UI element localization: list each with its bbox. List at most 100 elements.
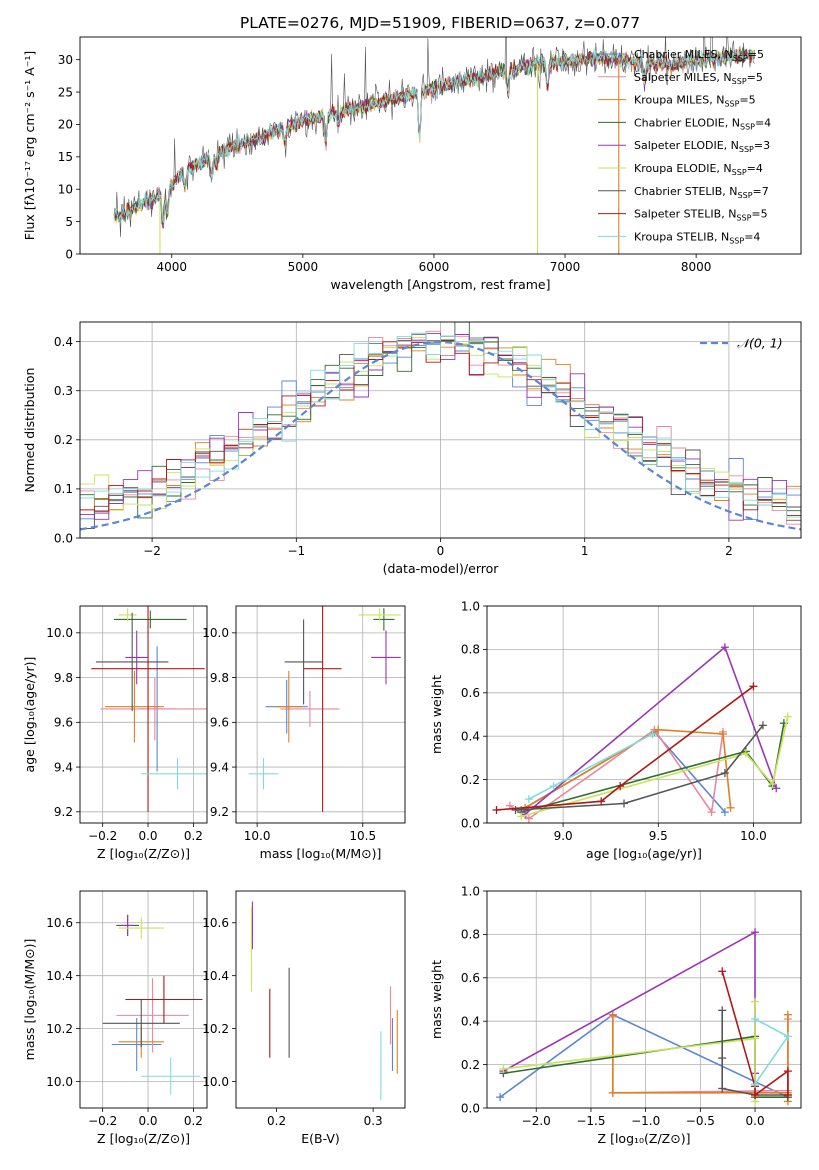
- x-tick-label: 0.2: [184, 829, 203, 843]
- weight-marker-salpeter_stelib: [783, 1090, 792, 1099]
- x-tick-label: 7000: [550, 260, 581, 274]
- legend-label-normal: 𝒩(0, 1): [737, 336, 783, 351]
- y-tick-label: 10.0: [202, 1075, 229, 1089]
- weight-marker-kroupa_stelib: [524, 795, 533, 804]
- chart-spectrum: 4000 5000 6000 7000 8000 0 5 10 15 20 25 30 waveleng…: [22, 36, 802, 292]
- y-tick-label: 10.0: [46, 626, 73, 640]
- y-axis-label: Normed distribution: [22, 368, 37, 493]
- y-tick-label: 0.2: [461, 1058, 480, 1072]
- plot-area: [102, 914, 203, 1095]
- x-tick-label: −2.0: [522, 1114, 551, 1128]
- errorbar-salpeter_stelib: [303, 606, 342, 812]
- y-tick-label: 10.4: [202, 969, 229, 983]
- spectrum-line-kroupa_stelib: [113, 48, 755, 224]
- weight-marker-kroupa_miles: [726, 803, 735, 812]
- y-tick-label: 0.2: [461, 773, 480, 787]
- x-tick-label: 1: [581, 544, 589, 558]
- y-axis-label: mass weight: [429, 675, 444, 754]
- errorbar-salpeter_elodie: [125, 630, 149, 685]
- y-tick-label: 9.4: [210, 760, 229, 774]
- y-tick-label: 0.3: [54, 384, 73, 398]
- errorbar-chabrier_stelib: [102, 999, 180, 1048]
- weight-marker-kroupa_stelib: [783, 1032, 792, 1041]
- errorbar-kroupa_elodie: [358, 608, 401, 622]
- spectrum-line-chabrier_stelib: [113, 37, 755, 238]
- errorbar-kroupa_stelib: [248, 758, 279, 790]
- weight-line-chabrier_miles: [520, 730, 726, 813]
- plot-area: [248, 606, 401, 812]
- figure-title: PLATE=0276, MJD=51909, FIBERID=0637, z=0…: [240, 14, 640, 32]
- x-tick-label: 10.0: [244, 829, 271, 843]
- chart-age_vs_mass: 10.0 10.5 9.2 9.4 9.6 9.8 10.0 mass [log₁₀(M/M⊙…: [202, 605, 406, 861]
- y-tick-label: 1.0: [461, 884, 480, 898]
- y-tick-label: 9.6: [210, 716, 229, 730]
- weight-marker-salpeter_miles: [707, 808, 716, 817]
- x-tick-label: 0.3: [364, 1114, 383, 1128]
- y-tick-label: 0.0: [461, 1101, 480, 1115]
- weight-marker-kroupa_miles: [654, 725, 663, 734]
- y-tick-label: 0.6: [461, 686, 480, 700]
- errorbar-chabrier_miles: [111, 1018, 162, 1071]
- y-tick-label: 0.4: [461, 1015, 480, 1029]
- errorbar-kroupa_miles: [104, 670, 164, 743]
- x-tick-label: 8000: [681, 260, 712, 274]
- chart-age_vs_Z: −0.2 0.0 0.2 9.2 9.4 9.6 9.8 10.0 Z [log₁₀(Z/Z⊙)…: [22, 605, 208, 861]
- plot-area: [250, 901, 398, 1101]
- legend-label-salpeter_stelib: Salpeter STELIB, NSSP=5: [634, 208, 768, 223]
- charts-container: 4000 5000 6000 7000 8000051015202530waveleng…: [22, 36, 802, 1146]
- errorbar-salpeter_stelib: [91, 606, 205, 812]
- y-tick-label: 0.2: [54, 433, 73, 447]
- weight-marker-kroupa_stelib: [648, 730, 657, 739]
- x-tick-label: −2: [143, 544, 161, 558]
- weight-marker-kroupa_elodie: [751, 1034, 760, 1043]
- plot-area: [496, 928, 792, 1106]
- weight-line-salpeter_elodie: [503, 930, 756, 1074]
- axes-frame: [79, 890, 208, 1109]
- axes-frame: [79, 605, 208, 824]
- x-axis-label: (data-model)/error: [383, 561, 500, 576]
- x-tick-label: 2: [725, 544, 733, 558]
- x-tick-label: −0.2: [88, 1114, 117, 1128]
- chart-residuals: −2 −1 0 1 2 0.0 0.1 0.2 0.3 0.4 (data-model)/error…: [22, 321, 802, 576]
- weight-line-chabrier_stelib: [515, 724, 764, 811]
- y-tick-label: 10.2: [202, 1022, 229, 1036]
- weight-marker-kroupa_elodie: [768, 779, 777, 788]
- legend-label-kroupa_miles: Kroupa MILES, NSSP=5: [634, 94, 756, 109]
- y-tick-label: 0.1: [54, 482, 73, 496]
- x-tick-label: 0.0: [138, 829, 157, 843]
- weight-marker-salpeter_elodie: [772, 784, 781, 793]
- errorbar-salpeter_miles: [100, 677, 207, 741]
- x-tick-label: −0.5: [686, 1114, 715, 1128]
- weight-marker-salpeter_stelib: [718, 967, 727, 976]
- weight-marker-salpeter_stelib: [751, 1090, 760, 1099]
- weight-marker-kroupa_stelib: [549, 782, 558, 791]
- x-tick-label: −1: [287, 544, 305, 558]
- plot-area: [113, 37, 755, 254]
- y-axis-label: mass weight: [429, 960, 444, 1039]
- y-tick-label: 10: [58, 183, 73, 197]
- weight-marker-kroupa_miles: [608, 1088, 617, 1097]
- weight-marker-chabrier_miles: [720, 808, 729, 817]
- weight-marker-salpeter_elodie: [751, 928, 760, 937]
- weight-marker-salpeter_stelib: [783, 1067, 792, 1076]
- chart-weight_vs_age: 9.0 9.5 10.0 0.0 0.2 0.4 0.6 0.8 1.0 age [log₁₀(a…: [429, 599, 802, 861]
- y-tick-label: 10.2: [46, 1022, 73, 1036]
- y-tick-label: 30: [58, 53, 73, 67]
- weight-marker-chabrier_stelib: [758, 721, 767, 730]
- errorbar-chabrier_elodie: [373, 608, 395, 631]
- y-tick-label: 10.0: [46, 1075, 73, 1089]
- y-tick-label: 15: [58, 150, 73, 164]
- x-tick-label: 10.5: [349, 829, 376, 843]
- weight-marker-chabrier_stelib: [718, 1084, 727, 1093]
- y-tick-label: 10.0: [202, 626, 229, 640]
- weight-marker-kroupa_elodie: [517, 812, 526, 821]
- errorbar-chabrier_elodie: [114, 610, 187, 629]
- x-tick-label: 9.5: [649, 829, 668, 843]
- errorbar-salpeter_elodie: [120, 914, 135, 936]
- y-tick-label: 0.8: [461, 928, 480, 942]
- errorbar-chabrier_stelib: [95, 612, 169, 712]
- x-tick-label: 5000: [288, 260, 319, 274]
- weight-marker-kroupa_stelib: [751, 1080, 760, 1089]
- weight-marker-chabrier_stelib: [720, 769, 729, 778]
